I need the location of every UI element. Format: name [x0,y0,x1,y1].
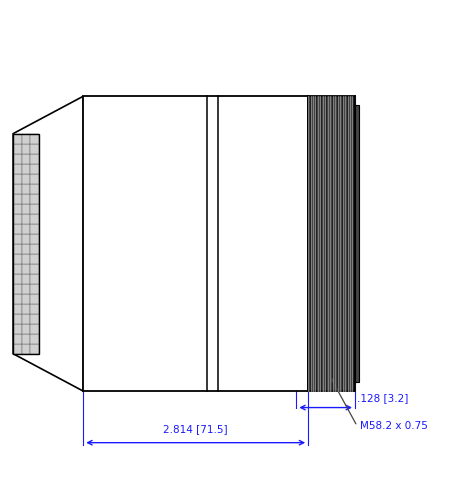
Bar [30,334,39,344]
Bar [13,324,22,334]
Bar [22,244,30,254]
Bar [13,184,22,194]
Bar [30,344,39,354]
Bar [13,214,22,224]
Bar [22,174,30,184]
Bar [30,254,39,264]
Bar [30,264,39,274]
Bar [13,264,22,274]
Bar [13,334,22,344]
Bar [13,204,22,214]
Polygon shape [13,96,83,391]
Bar [22,334,30,344]
Bar [13,344,22,354]
Bar [308,96,355,391]
Bar [22,274,30,284]
Bar [30,144,39,153]
Bar [13,224,22,234]
Text: .128 [3.2]: .128 [3.2] [357,393,409,403]
Bar [355,105,358,382]
Bar [22,184,30,194]
Bar [13,284,22,293]
Bar [30,174,39,184]
Bar [30,274,39,284]
Bar [30,184,39,194]
Bar [22,204,30,214]
Bar [83,96,308,391]
Bar [22,224,30,234]
Bar [22,234,30,244]
Text: 2.814 [71.5]: 2.814 [71.5] [163,424,228,434]
Bar [13,153,22,163]
Bar [22,194,30,204]
Bar [22,163,30,174]
Text: M58.2 x 0.75: M58.2 x 0.75 [359,421,428,431]
Bar [30,153,39,163]
Bar [22,264,30,274]
Bar [22,153,30,163]
Bar [13,304,22,314]
Bar [22,284,30,293]
Bar [30,224,39,234]
Bar [13,144,22,153]
Bar [22,293,30,304]
Bar [30,204,39,214]
Bar [13,293,22,304]
Bar [30,293,39,304]
Bar [22,214,30,224]
Bar [13,163,22,174]
Bar [30,214,39,224]
Bar [22,134,30,144]
Bar [22,314,30,324]
Bar [22,344,30,354]
Bar [13,174,22,184]
Bar [13,134,22,144]
Bar [30,284,39,293]
Bar [13,254,22,264]
Bar [30,163,39,174]
Bar [13,134,39,354]
Bar [30,324,39,334]
Bar [13,274,22,284]
Bar [13,244,22,254]
Bar [30,194,39,204]
Bar [22,144,30,153]
Bar [13,194,22,204]
Bar [22,324,30,334]
Bar [30,234,39,244]
Bar [30,304,39,314]
Bar [13,314,22,324]
Bar [30,314,39,324]
Bar [30,134,39,144]
Bar [22,254,30,264]
Bar [13,234,22,244]
Bar [22,304,30,314]
Bar [30,244,39,254]
